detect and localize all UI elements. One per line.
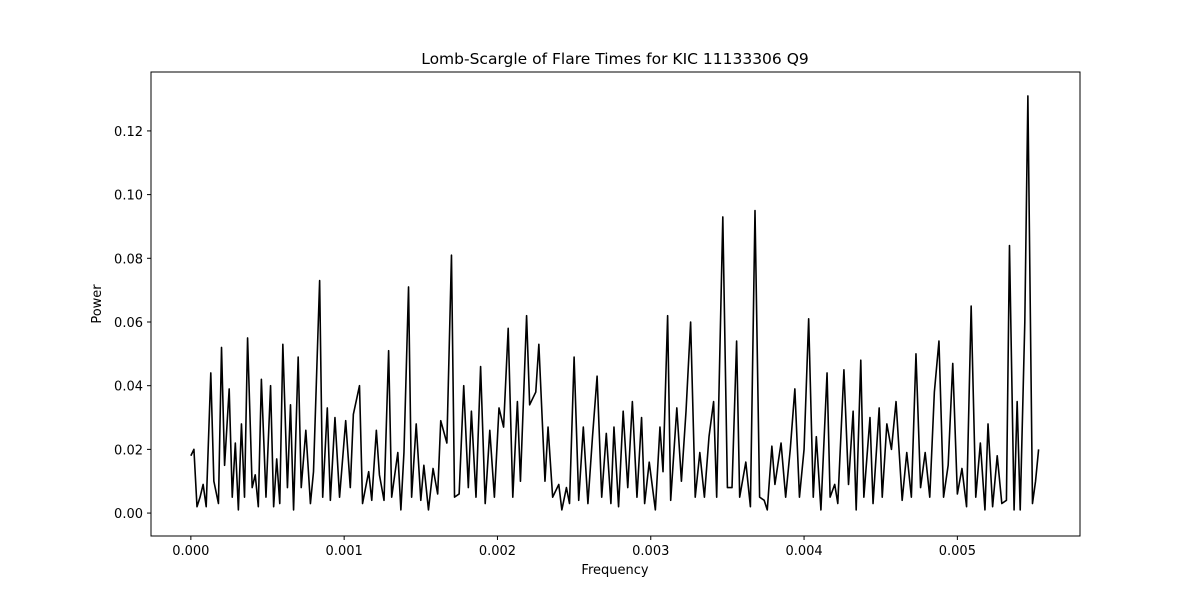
plot-frame: [150, 71, 1081, 537]
data-line: [190, 95, 1040, 511]
y-tick-label: 0.06: [114, 316, 143, 331]
y-axis-label: Power: [90, 284, 105, 324]
y-tick-label: 0.02: [114, 443, 143, 458]
x-tick-label: 0.001: [326, 544, 363, 559]
x-axis-label: Frequency: [581, 563, 648, 578]
x-tick-label: 0.004: [785, 544, 822, 559]
chart-title: Lomb-Scargle of Flare Times for KIC 1113…: [421, 50, 809, 68]
x-tick-label: 0.005: [939, 544, 976, 559]
y-tick-label: 0.08: [114, 252, 143, 267]
y-tick-label: 0.10: [114, 189, 143, 204]
x-tick-label: 0.000: [172, 544, 209, 559]
x-tick-label: 0.003: [632, 544, 669, 559]
x-tick-label: 0.002: [479, 544, 516, 559]
y-tick-label: 0.04: [114, 380, 143, 395]
y-tick-label: 0.00: [114, 507, 143, 522]
y-tick-label: 0.12: [114, 125, 143, 140]
